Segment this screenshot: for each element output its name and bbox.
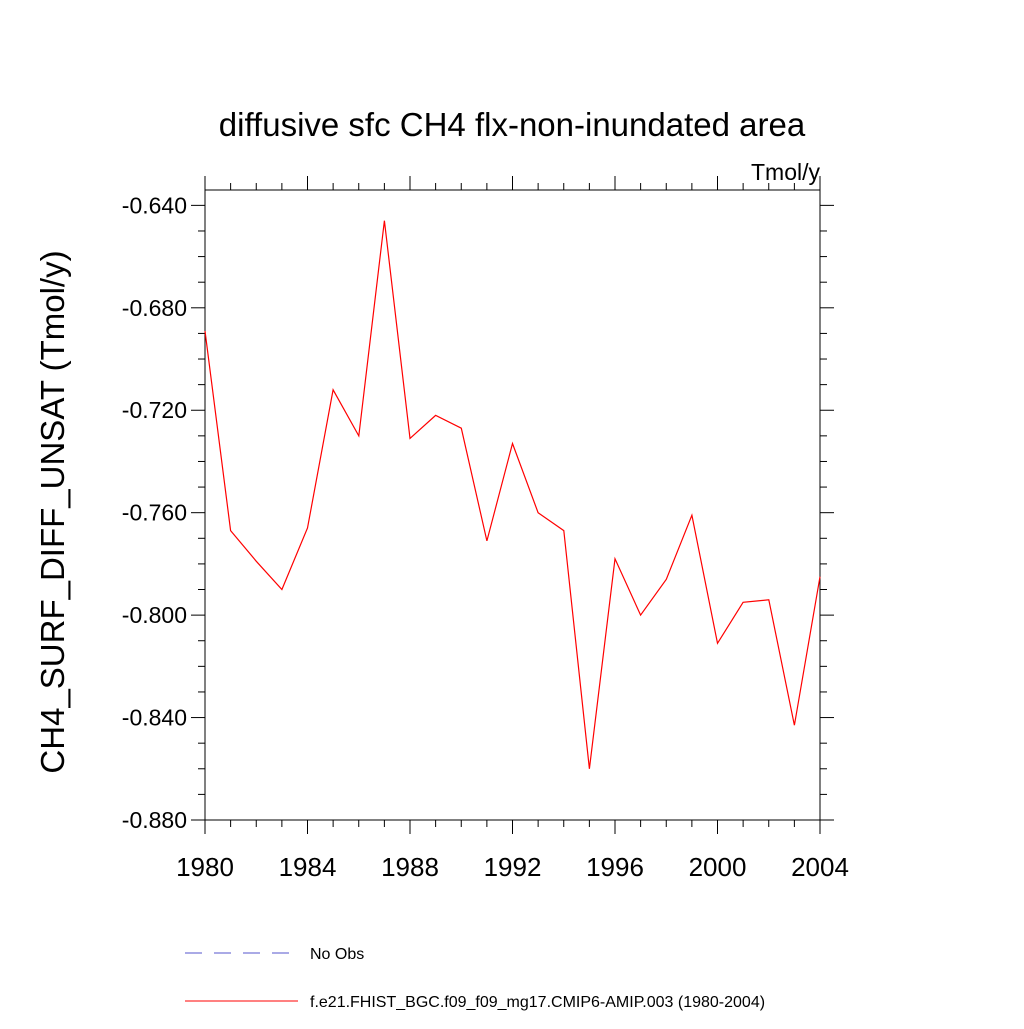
plot-frame [204, 189, 821, 821]
y-tick-label: -0.680 [122, 295, 187, 321]
x-tick-label: 1980 [176, 852, 234, 882]
x-tick-label: 1988 [381, 852, 439, 882]
x-tick-label: 1984 [279, 852, 337, 882]
legend-label: No Obs [310, 946, 364, 963]
x-tick-label: 1996 [586, 852, 644, 882]
y-tick-label: -0.640 [122, 192, 187, 218]
series-layer [204, 220, 821, 769]
units-label: Tmol/y [751, 159, 821, 185]
y-tick-label: -0.840 [122, 705, 187, 731]
x-tick-label: 2000 [689, 852, 747, 882]
y-tick-label: -0.880 [122, 807, 187, 833]
y-axis-label: CH4_SURF_DIFF_UNSAT (Tmol/y) [34, 250, 71, 773]
series-line [204, 220, 821, 769]
x-tick-label: 1992 [484, 852, 542, 882]
y-tick-label: -0.720 [122, 397, 187, 423]
x-tick-label: 2004 [791, 852, 849, 882]
chart-title: diffusive sfc CH4 flx-non-inundated area [219, 106, 806, 143]
axes: -0.640 -0.680 -0.720 -0.760 -0.800 -0.840 -0.8… [122, 176, 849, 882]
y-tick-label: -0.760 [122, 500, 187, 526]
y-tick-label: -0.800 [122, 602, 187, 628]
legend-label: f.e21.FHIST_BGC.f09_f09_mg17.CMIP6-AMIP.… [310, 994, 765, 1011]
legend: No Obs f.e21.FHIST_BGC.f09_f09_mg17.CMIP6… [185, 946, 765, 1011]
